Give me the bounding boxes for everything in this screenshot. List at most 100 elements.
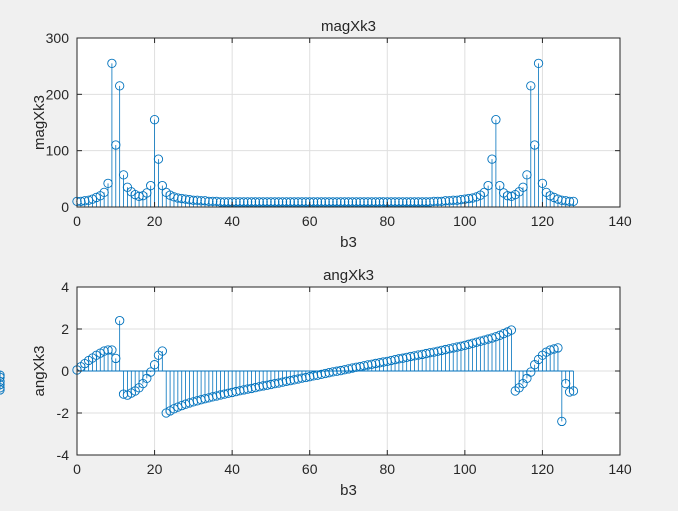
ang-stem-marker: [266, 379, 276, 390]
ang-stem-marker: [394, 354, 404, 364]
mag-stem-marker: [456, 195, 466, 205]
mag-stem-marker: [262, 197, 272, 207]
ang-stem-marker: [370, 358, 381, 369]
mag-stem-marker: [246, 197, 257, 207]
ang-y-tick-label: 2: [61, 321, 69, 337]
magnitude-axes: 0 20 40 60 80 100 120 140 0 100 200 300 magXk3 b3 magX…: [31, 18, 632, 251]
ang-stem-marker: [402, 352, 412, 362]
mag-stem-marker: [339, 197, 350, 207]
ang-stem-marker: [378, 357, 389, 367]
mag-stem-marker: [363, 197, 373, 207]
mag-stem-marker: [103, 178, 113, 188]
mag-stem-marker: [223, 197, 233, 207]
mag-stem-marker: [107, 58, 117, 68]
ang-stem-marker: [374, 358, 385, 368]
mag-stem-marker: [320, 197, 330, 207]
mag-stem-marker: [312, 197, 323, 207]
mag-axes-box: [76, 37, 621, 208]
mag-stem-marker: [537, 178, 548, 188]
mag-stem-marker: [444, 196, 454, 206]
mag-plot-area: [77, 38, 620, 207]
ang-stem-marker: [561, 378, 571, 389]
mag-stem-marker: [448, 195, 458, 205]
ang-stem-marker: [281, 376, 292, 386]
mag-stem-marker: [208, 196, 218, 207]
mag-y-tick-label: 100: [46, 143, 70, 159]
mag-y-tick-label: 0: [61, 199, 69, 215]
mag-stem-marker: [99, 187, 109, 198]
ang-stem-marker: [277, 377, 288, 387]
ang-stem-marker: [351, 362, 361, 372]
ang-stem-marker: [293, 374, 303, 384]
ang-stem-marker: [413, 350, 423, 360]
mag-stem-marker: [316, 197, 326, 207]
mag-stem-marker: [557, 195, 567, 205]
mag-stem-marker: [118, 170, 129, 180]
ang-stem-marker: [359, 361, 369, 371]
mag-stem-marker: [409, 197, 420, 207]
ang-stem-marker: [390, 355, 400, 365]
mag-stem-marker: [440, 196, 451, 206]
mag-stem-marker: [533, 58, 544, 68]
ang-stem-marker: [243, 384, 253, 394]
ang-stem-marker: [146, 367, 156, 377]
mag-stem-marker: [270, 197, 280, 207]
mag-stem-marker: [452, 195, 462, 205]
mag-stem-marker: [243, 197, 253, 207]
mag-stem-marker: [219, 197, 230, 207]
ang-stem-marker: [568, 386, 579, 396]
mag-stem-marker: [142, 188, 152, 198]
mag-stem-marker: [487, 154, 497, 164]
ang-y-tick-label: -2: [57, 405, 70, 421]
ang-stem-marker: [239, 385, 249, 395]
ang-x-tick-label: 80: [379, 461, 395, 477]
mag-stem-marker: [177, 193, 187, 204]
ang-stem-marker: [506, 325, 517, 335]
mag-stem-marker: [285, 197, 295, 207]
ang-stem-marker: [258, 381, 268, 391]
mag-stem-marker: [328, 197, 338, 207]
mag-stem-marker: [188, 195, 199, 205]
mag-x-tick-label: 0: [73, 213, 81, 229]
mag-stem-marker: [370, 197, 381, 207]
mag-stem-marker: [204, 196, 214, 207]
ang-stem-marker: [409, 351, 420, 361]
mag-stem-marker: [235, 197, 245, 207]
ang-x-tick-label: 140: [608, 461, 632, 477]
ang-x-axis-label: b3: [340, 482, 357, 499]
mag-x-tick-label: 100: [453, 213, 477, 229]
ang-stem-marker: [553, 343, 563, 353]
mag-stem-marker: [324, 197, 334, 207]
mag-stem-marker: [359, 197, 369, 207]
mag-stem-marker: [429, 196, 439, 207]
ang-stem-marker: [332, 366, 342, 376]
mag-stem-marker: [301, 197, 311, 207]
mag-x-tick-label: 140: [608, 213, 632, 229]
mag-stem-marker: [402, 197, 412, 207]
ang-x-tick-label: 120: [531, 461, 555, 477]
mag-stem-marker: [347, 197, 358, 207]
ang-stem-marker: [491, 332, 501, 342]
mag-stem-marker: [134, 191, 144, 201]
ang-y-axis-label: angXk3: [31, 346, 48, 397]
mag-chart-title: magXk3: [321, 18, 376, 35]
ang-stem-marker: [367, 359, 377, 369]
mag-stem-marker: [115, 81, 125, 91]
mag-stem-marker: [483, 180, 493, 191]
mag-stem-marker: [386, 197, 396, 207]
ang-stem-marker: [107, 345, 117, 355]
mag-stem-marker: [153, 154, 164, 164]
mag-stem-marker: [231, 197, 241, 207]
mag-stem-marker: [343, 197, 354, 207]
mag-stem-marker: [398, 197, 408, 207]
ang-stem-marker: [425, 348, 435, 358]
ang-y-tick-label: -4: [57, 447, 70, 463]
ang-stem-marker: [564, 387, 575, 397]
mag-stem-marker: [351, 197, 361, 207]
mag-stem-marker: [417, 197, 427, 207]
ang-stem-marker: [118, 389, 129, 399]
ang-stem-marker: [305, 372, 315, 382]
mag-stem-marker: [526, 81, 536, 91]
mag-stem-marker: [561, 196, 571, 206]
ang-stem-marker: [270, 378, 280, 389]
